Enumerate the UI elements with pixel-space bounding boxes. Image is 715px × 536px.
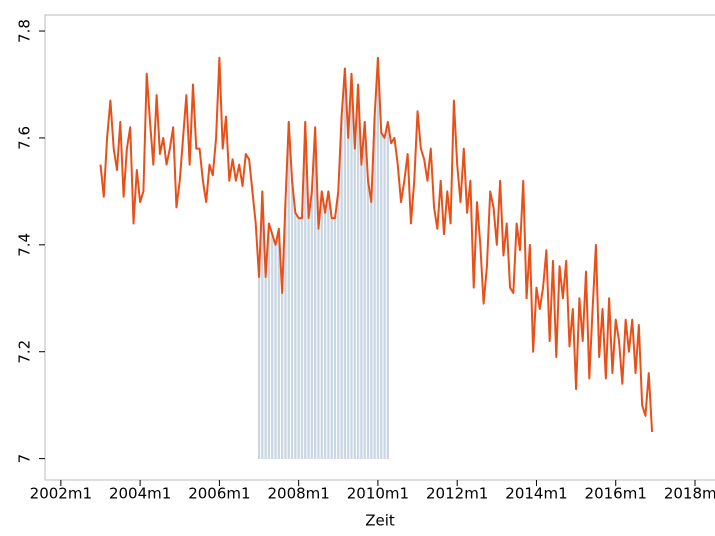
shade-bar	[271, 234, 274, 459]
shade-bar	[327, 191, 330, 459]
shade-bar	[353, 148, 356, 459]
shade-bar	[261, 191, 264, 459]
shade-bar	[380, 132, 383, 459]
shade-bar	[317, 228, 320, 459]
shade-bar	[267, 223, 271, 459]
shade-bar	[314, 127, 317, 459]
x-tick-label: 2008m1	[267, 485, 329, 503]
shade-bar	[383, 137, 386, 459]
shade-bar	[257, 276, 261, 459]
shade-bar	[343, 68, 347, 459]
shade-bar	[376, 57, 380, 460]
x-tick-label: 2018m1	[664, 485, 715, 503]
shade-bar	[307, 218, 310, 459]
x-tick-label: 2004m1	[109, 485, 171, 503]
shade-bar	[300, 218, 304, 459]
y-tick-label: 7	[16, 454, 34, 464]
shade-bar	[310, 191, 314, 459]
shade-bar	[287, 121, 290, 460]
shade-bar	[304, 121, 307, 460]
shade-bar	[370, 202, 373, 459]
x-tick-label: 2012m1	[426, 485, 488, 503]
shade-bar	[347, 137, 350, 459]
shade-bar	[337, 191, 340, 459]
y-tick-label: 7.4	[16, 233, 34, 257]
shade-bar	[330, 218, 333, 459]
y-tick-label: 7.2	[16, 340, 34, 364]
plot-frame	[44, 14, 715, 481]
shade-bar	[320, 191, 323, 459]
x-tick-label: 2014m1	[505, 485, 567, 503]
shade-bar	[350, 73, 353, 460]
shade-bar	[284, 202, 287, 459]
x-tick-label: 2010m1	[347, 485, 409, 503]
shade-bar	[356, 84, 360, 459]
data-line	[99, 56, 654, 432]
x-tick-label: 2016m1	[585, 485, 647, 503]
shade-bar	[290, 180, 294, 460]
shade-bar	[264, 276, 267, 459]
shade-bar	[366, 180, 370, 460]
shade-bar	[294, 212, 297, 459]
shade-bar	[373, 116, 376, 459]
y-tick-label: 7.6	[16, 126, 34, 150]
shade-bar	[297, 218, 300, 459]
shade-bar	[340, 116, 343, 459]
shade-bar	[386, 121, 389, 460]
x-axis-label: Zeit	[365, 512, 395, 530]
x-tick-label: 2002m1	[30, 485, 92, 503]
shade-bar	[280, 292, 284, 459]
shade-bar	[323, 212, 327, 459]
shade-bar	[333, 218, 337, 459]
y-tick-label: 7.8	[16, 19, 34, 43]
x-tick-label: 2006m1	[188, 485, 250, 503]
shade-bar	[274, 244, 277, 459]
shade-bar	[277, 228, 280, 459]
shade-bar	[363, 121, 366, 460]
shade-bar	[360, 164, 363, 460]
